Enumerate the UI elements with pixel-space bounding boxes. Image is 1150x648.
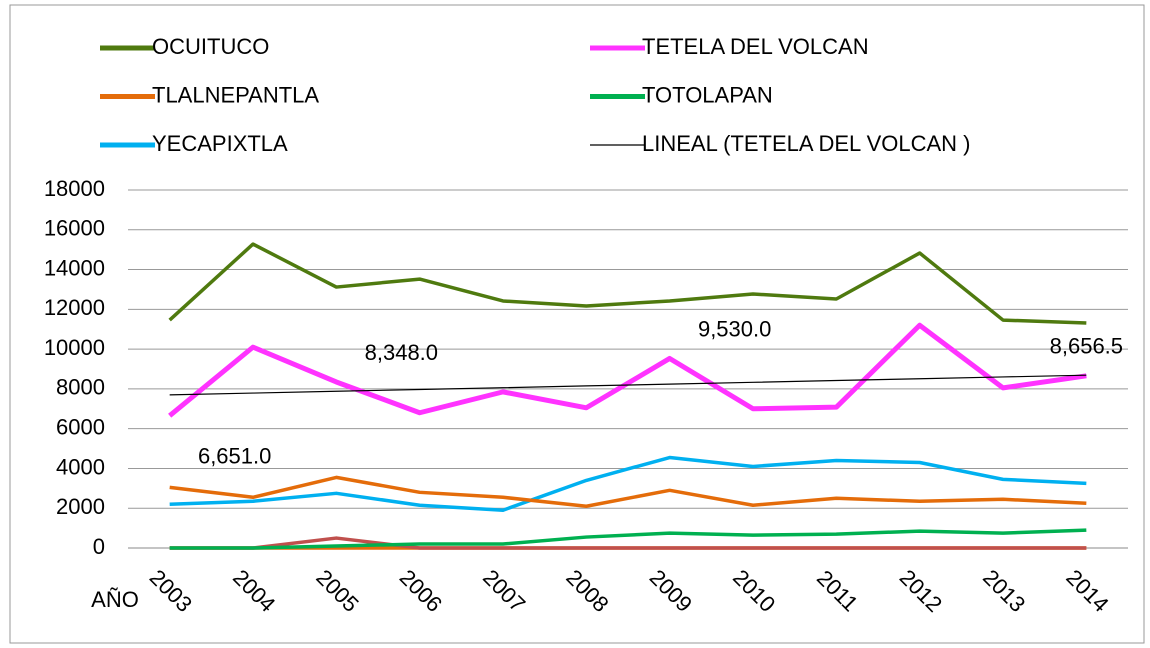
x-tick-label: 2008: [561, 565, 613, 617]
legend-label: YECAPIXTLA: [152, 131, 288, 156]
x-tick-label: 2006: [395, 565, 447, 617]
x-tick-label: 2004: [228, 565, 280, 617]
y-tick-label: 0: [93, 534, 105, 559]
x-tick-label: 2011: [812, 565, 863, 616]
x-tick-label: 2014: [1061, 565, 1113, 617]
x-axis-label: AÑO: [91, 587, 139, 612]
data-label: 6,651.0: [198, 444, 271, 469]
x-tick-label: 2010: [728, 565, 780, 617]
data-label: 9,530.0: [698, 316, 771, 341]
series-line: [169, 374, 1087, 396]
legend-label: OCUITUCO: [152, 34, 269, 59]
x-tick-label: 2007: [478, 565, 530, 617]
series-line: [169, 455, 1087, 512]
y-tick-label: 2000: [56, 494, 105, 519]
series-line: [169, 528, 1087, 550]
x-tick-label: 2013: [978, 565, 1030, 617]
y-tick-label: 4000: [56, 454, 105, 479]
x-tick-label: 2009: [645, 565, 697, 617]
y-tick-label: 18000: [44, 176, 105, 201]
data-label: 8,656.5: [1050, 334, 1123, 359]
legend-label: TETELA DEL VOLCAN: [642, 34, 869, 59]
y-tick-label: 10000: [44, 335, 105, 360]
chart-border: [9, 4, 1145, 644]
y-tick-label: 8000: [56, 375, 105, 400]
series-line: [169, 536, 1087, 550]
series-line: [169, 475, 1087, 508]
legend-label: LINEAL (TETELA DEL VOLCAN ): [642, 131, 970, 156]
y-tick-label: 14000: [44, 255, 105, 280]
data-label: 8,348.0: [365, 340, 438, 365]
y-tick-label: 6000: [56, 414, 105, 439]
series-line: [168, 322, 1087, 418]
x-tick-label: 2003: [145, 565, 197, 617]
x-tick-label: 2005: [311, 565, 363, 617]
y-tick-label: 16000: [44, 216, 105, 241]
legend-label: TLALNEPANTLA: [152, 82, 319, 107]
legend-label: TOTOLAPAN: [642, 82, 773, 107]
y-tick-label: 12000: [44, 295, 105, 320]
series-line: [168, 242, 1087, 325]
x-tick-label: 2012: [895, 565, 947, 617]
